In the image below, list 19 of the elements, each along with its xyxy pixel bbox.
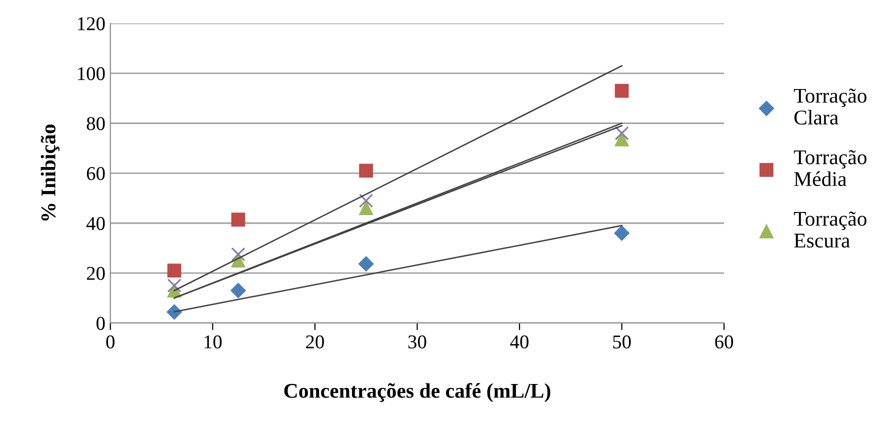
legend-label: Torração Escura (794, 212, 866, 248)
y-tick-label: 60 (86, 167, 105, 180)
y-tick-label: 20 (86, 266, 105, 280)
y-tick-label: 0 (96, 316, 105, 330)
x-tick-label: 60 (715, 335, 734, 348)
x-tick-label: 0 (106, 335, 114, 348)
y-tick-label: 120 (78, 17, 105, 30)
y-axis-title: % Inibição (40, 124, 60, 221)
legend-label: Torração Clara (794, 88, 866, 125)
x-axis-title: Concentrações de café (mL/L) (284, 382, 550, 402)
x-tick-label: 20 (306, 335, 324, 348)
x-tick-label: 10 (204, 335, 222, 348)
y-tick-label: 100 (78, 67, 105, 80)
x-tick-label: 50 (613, 335, 631, 348)
y-tick-label: 80 (86, 117, 105, 130)
legend-label: Torração Média (794, 150, 866, 186)
y-tick-label: 40 (86, 216, 105, 230)
x-tick-label: 40 (510, 335, 528, 348)
x-tick-label: 30 (408, 335, 426, 348)
